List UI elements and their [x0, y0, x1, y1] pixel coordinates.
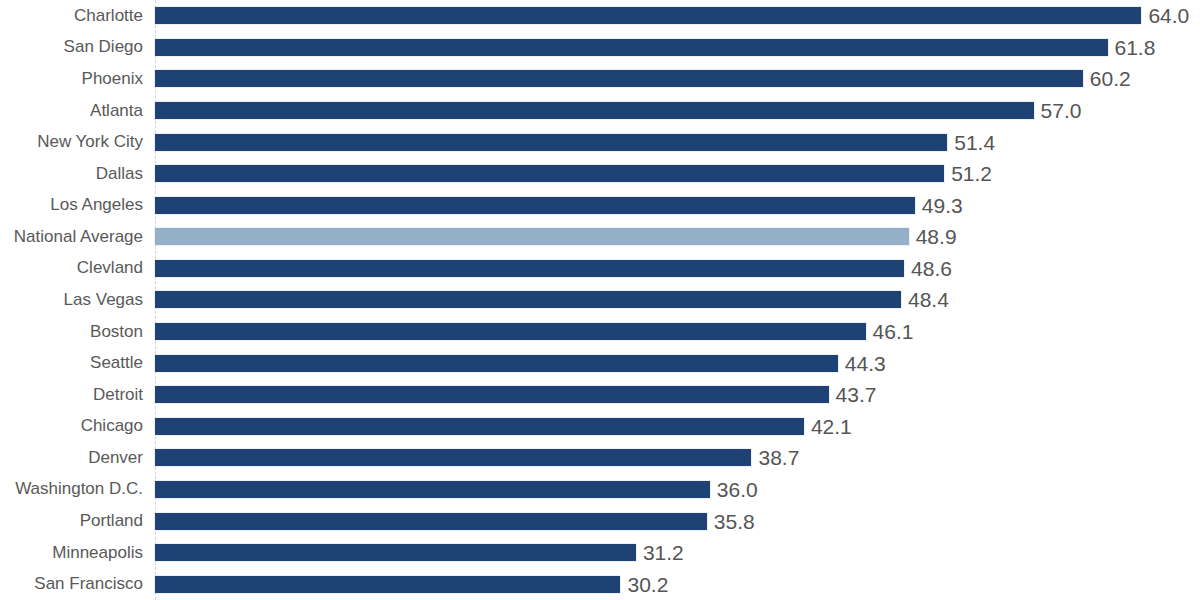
chart-row: Chicago 42.1 — [0, 411, 1200, 443]
value-label: 38.7 — [758, 447, 799, 468]
chart-row: Los Angeles 49.3 — [0, 189, 1200, 221]
bar-area: 61.8 — [155, 32, 1200, 64]
chart-row: Minneapolis 31.2 — [0, 537, 1200, 569]
value-label: 30.2 — [627, 574, 668, 595]
bar-area: 44.3 — [155, 347, 1200, 379]
value-label: 35.8 — [714, 511, 755, 532]
value-label: 64.0 — [1148, 5, 1189, 26]
value-label: 48.4 — [908, 289, 949, 310]
bar — [155, 102, 1034, 119]
bar-area: 38.7 — [155, 442, 1200, 474]
bar — [155, 260, 904, 277]
chart-row: Seattle 44.3 — [0, 347, 1200, 379]
bar-area: 35.8 — [155, 505, 1200, 537]
bar-area: 51.2 — [155, 158, 1200, 190]
value-label: 48.9 — [916, 226, 957, 247]
category-label: Washington D.C. — [0, 479, 155, 499]
value-label: 51.4 — [954, 132, 995, 153]
bar — [155, 197, 915, 214]
category-label: Phoenix — [0, 69, 155, 89]
value-label: 46.1 — [873, 321, 914, 342]
value-label: 31.2 — [643, 542, 684, 563]
bar — [155, 449, 751, 466]
bar-area: 60.2 — [155, 63, 1200, 95]
category-label: Boston — [0, 322, 155, 342]
bar-area: 30.2 — [155, 568, 1200, 600]
bar-rows: Charlotte 64.0 San Diego 61.8 Phoenix 60.2 Atl… — [0, 0, 1200, 600]
chart-row: New York City 51.4 — [0, 126, 1200, 158]
bar — [155, 544, 636, 561]
chart-row: San Francisco 30.2 — [0, 568, 1200, 600]
category-label: Denver — [0, 448, 155, 468]
bar-area: 57.0 — [155, 95, 1200, 127]
chart-row: Phoenix 60.2 — [0, 63, 1200, 95]
value-label: 61.8 — [1115, 37, 1156, 58]
chart-row: Washington D.C. 36.0 — [0, 474, 1200, 506]
chart-row: Dallas 51.2 — [0, 158, 1200, 190]
bar-area: 49.3 — [155, 189, 1200, 221]
chart-row: Portland 35.8 — [0, 505, 1200, 537]
chart-row: National Average 48.9 — [0, 221, 1200, 253]
category-label: Charlotte — [0, 6, 155, 26]
category-label: Dallas — [0, 164, 155, 184]
bar — [155, 355, 838, 372]
value-label: 60.2 — [1090, 68, 1131, 89]
category-label: Chicago — [0, 416, 155, 436]
bar — [155, 481, 710, 498]
chart-row: Las Vegas 48.4 — [0, 284, 1200, 316]
bar-area: 43.7 — [155, 379, 1200, 411]
category-label: New York City — [0, 132, 155, 152]
value-label: 36.0 — [717, 479, 758, 500]
value-label: 44.3 — [845, 353, 886, 374]
bar-area: 51.4 — [155, 126, 1200, 158]
bar — [155, 323, 866, 340]
bar-area: 48.6 — [155, 253, 1200, 285]
bar — [155, 576, 620, 593]
category-label: San Diego — [0, 37, 155, 57]
value-label: 49.3 — [922, 195, 963, 216]
bar-area: 31.2 — [155, 537, 1200, 569]
chart-row: Denver 38.7 — [0, 442, 1200, 474]
category-label: Atlanta — [0, 101, 155, 121]
bar — [155, 39, 1108, 56]
value-label: 43.7 — [836, 384, 877, 405]
chart-row: Charlotte 64.0 — [0, 0, 1200, 32]
value-label: 51.2 — [951, 163, 992, 184]
bar — [155, 165, 944, 182]
bar-area: 42.1 — [155, 411, 1200, 443]
category-label: Detroit — [0, 385, 155, 405]
chart-row: Clevland 48.6 — [0, 253, 1200, 285]
bar-area: 48.9 — [155, 221, 1200, 253]
chart-row: San Diego 61.8 — [0, 32, 1200, 64]
bar — [155, 418, 804, 435]
bar-chart: Charlotte 64.0 San Diego 61.8 Phoenix 60.2 Atl… — [0, 0, 1200, 600]
bar — [155, 70, 1083, 87]
chart-row: Atlanta 57.0 — [0, 95, 1200, 127]
bar-area: 48.4 — [155, 284, 1200, 316]
category-label: San Francisco — [0, 574, 155, 594]
category-label: Las Vegas — [0, 290, 155, 310]
bar — [155, 134, 947, 151]
highlight-bar — [155, 228, 909, 245]
category-label: National Average — [0, 227, 155, 247]
bar-area: 64.0 — [155, 0, 1200, 32]
value-label: 48.6 — [911, 258, 952, 279]
bar — [155, 513, 707, 530]
category-label: Minneapolis — [0, 543, 155, 563]
chart-row: Detroit 43.7 — [0, 379, 1200, 411]
bar — [155, 7, 1141, 24]
value-label: 57.0 — [1041, 100, 1082, 121]
bar — [155, 386, 829, 403]
bar-area: 36.0 — [155, 474, 1200, 506]
value-label: 42.1 — [811, 416, 852, 437]
bar — [155, 291, 901, 308]
chart-row: Boston 46.1 — [0, 316, 1200, 348]
category-label: Clevland — [0, 258, 155, 278]
category-label: Los Angeles — [0, 195, 155, 215]
category-label: Seattle — [0, 353, 155, 373]
bar-area: 46.1 — [155, 316, 1200, 348]
category-label: Portland — [0, 511, 155, 531]
